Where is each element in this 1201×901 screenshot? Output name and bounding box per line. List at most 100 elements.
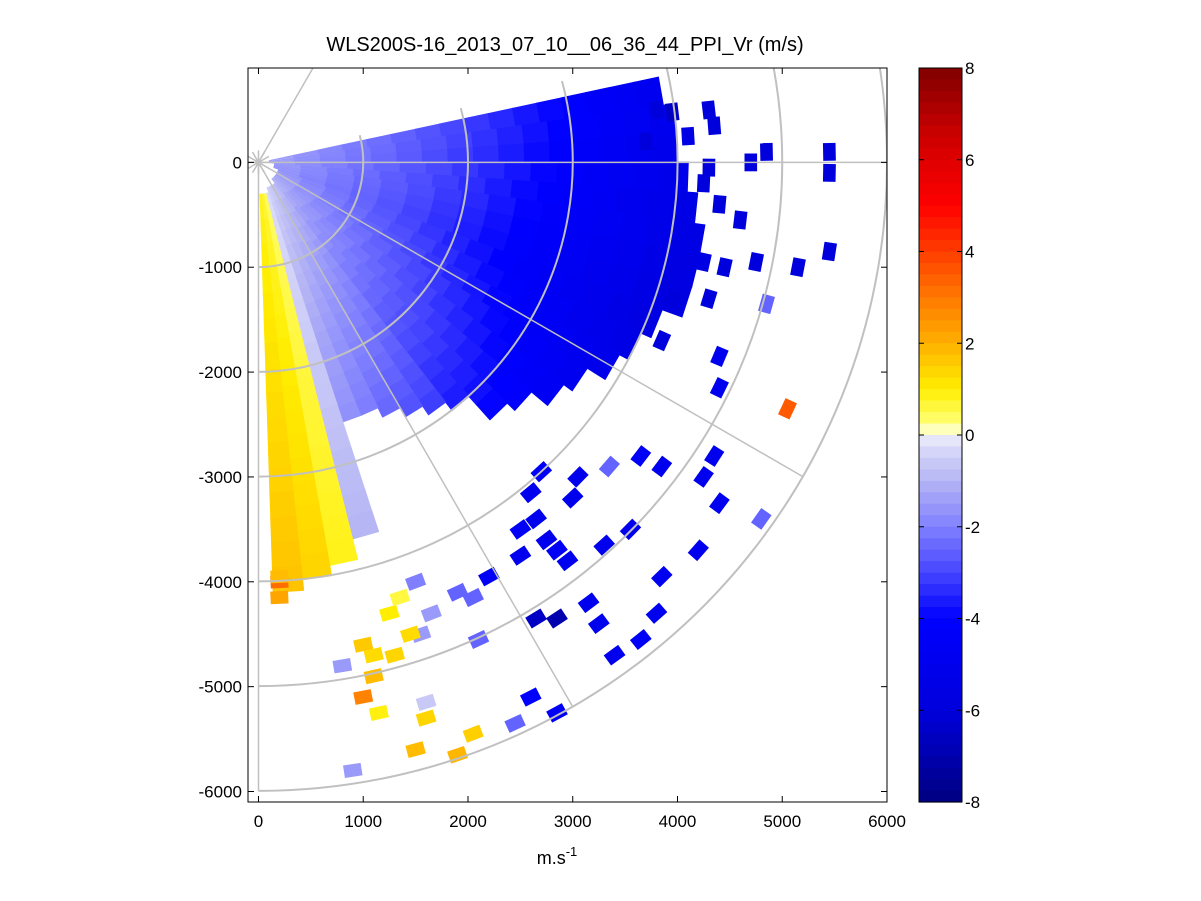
velocity-bin [268,466,294,494]
velocity-bin [512,198,544,223]
velocity-cell [447,745,468,764]
velocity-bin [452,251,484,279]
velocity-bin [285,227,298,245]
velocity-bin [380,179,410,195]
velocity-cell [651,455,673,478]
colorbar-segment [919,446,962,459]
colorbar-segment [919,492,962,505]
velocity-bin [317,144,344,155]
colorbar-segment [919,469,962,482]
x-axis: 0 1000 2000 3000 4000 5000 6000 [254,68,906,831]
x-tick-label: 3000 [554,812,592,831]
velocity-bin [370,152,398,163]
velocity-bin [312,268,329,288]
velocity-bin [504,161,532,182]
velocity-bin [296,225,312,244]
colorbar-segment [919,641,962,654]
velocity-bin [375,393,401,418]
velocity-bin [603,291,640,328]
velocity-bin [435,346,465,376]
velocity-bin [268,154,295,161]
velocity-bin [271,177,286,195]
velocity-bin [608,161,637,190]
colorbar-segment [919,308,962,321]
velocity-bin [582,161,611,188]
velocity-bin [319,156,347,163]
velocity-bin [312,197,336,216]
velocity-cell [701,100,717,120]
y-tick-label: -5000 [199,678,242,697]
velocity-cell [603,644,626,666]
velocity-cell [462,587,484,608]
colorbar-segment [919,618,962,631]
colorbar-tick-label: -8 [965,793,980,812]
velocity-bin [273,164,302,172]
velocity-bin [300,398,324,427]
velocity-bin [630,271,667,309]
azimuth-spoke [258,161,804,478]
x-axis-label-superscript: -1 [566,844,578,859]
velocity-bin [266,192,276,216]
velocity-bin [427,292,457,320]
colorbar-segment [919,205,962,218]
velocity-bin [304,421,330,450]
velocity-bin [460,294,491,324]
y-tick-label: -3000 [199,468,242,487]
velocity-bin [425,162,454,177]
velocity-bin [337,400,362,423]
colorbar-segment [919,629,962,643]
velocity-bin [420,135,449,152]
x-axis-label-base: m.s [537,848,566,868]
colorbar-segment [919,664,962,677]
velocity-bin [261,243,270,270]
velocity-cell [778,398,797,420]
colorbar-segment [919,251,962,264]
velocity-cell [587,613,610,634]
velocity-cell [822,163,836,182]
colorbar-segment [919,687,962,700]
velocity-bin [338,259,360,281]
colorbar-segment [919,68,962,81]
velocity-bin [308,282,325,302]
velocity-bin [314,382,338,410]
velocity-bin [553,248,588,281]
velocity-bin [266,241,277,267]
velocity-bin [287,277,304,302]
velocity-bin [408,374,436,401]
velocity-bin [303,202,324,222]
velocity-cell [368,704,389,721]
velocity-bin [305,218,323,238]
velocity-bin [487,247,520,276]
velocity-bin [639,244,674,281]
range-ring [258,68,784,688]
origin-spoke [257,161,266,174]
velocity-bin [463,113,492,134]
velocity-bin [283,212,297,230]
y-axis: -6000 -5000 -4000 -3000 -2000 -1000 0 [199,153,887,802]
colorbar-tick-label: -6 [965,701,980,720]
colorbar-tick-label: 0 [965,426,974,445]
velocity-bin [580,282,616,318]
velocity-bin [496,124,525,146]
velocity-bin [418,388,447,416]
velocity-bin [271,540,302,568]
velocity-bin [474,261,506,290]
velocity-cell [669,236,686,257]
velocity-bin [439,118,467,137]
colorbar-segment [919,389,962,402]
velocity-bin [264,342,281,369]
velocity-bin [510,179,540,203]
velocity-bin [665,249,701,288]
velocity-bin [294,157,321,163]
velocity-bin [272,238,284,264]
velocity-bin [396,391,424,418]
range-ring [258,107,469,373]
velocity-bin [325,176,355,190]
colorbar-segment [919,503,962,516]
velocity-bin [345,154,372,163]
x-tick-label: 1000 [344,812,382,831]
velocity-bin [340,278,361,301]
velocity-bin [622,106,652,138]
colorbar-segment [919,113,962,126]
colorbar-segment [919,584,962,597]
